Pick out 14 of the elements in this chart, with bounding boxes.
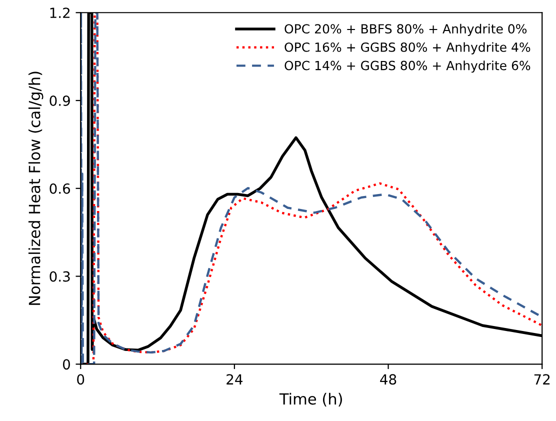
y-tick-label: 0.9 xyxy=(50,95,70,106)
y-tick-label: 1.2 xyxy=(50,8,70,18)
y-tick-label: 0.6 xyxy=(50,183,70,194)
legend-label: OPC 20% + BBFS 80% + Anhydrite 0% xyxy=(284,24,527,36)
y-tick-label: 0.3 xyxy=(50,271,70,282)
y-tick-label: 0 xyxy=(62,359,70,370)
x-tick-label: 48 xyxy=(380,374,396,385)
y-axis-title: Normalized Heat Flow (cal/g/h) xyxy=(28,72,44,305)
x-axis-title: Time (h) xyxy=(279,392,342,407)
legend-label: OPC 16% + GGBS 80% + Anhydrite 4% xyxy=(284,42,530,54)
x-tick-label: 24 xyxy=(226,374,243,384)
legend-label: OPC 14% + GGBS 80% + Anhydrite 6% xyxy=(284,60,530,73)
x-tick-label: 72 xyxy=(534,374,550,384)
x-tick-label: 0 xyxy=(77,374,84,385)
